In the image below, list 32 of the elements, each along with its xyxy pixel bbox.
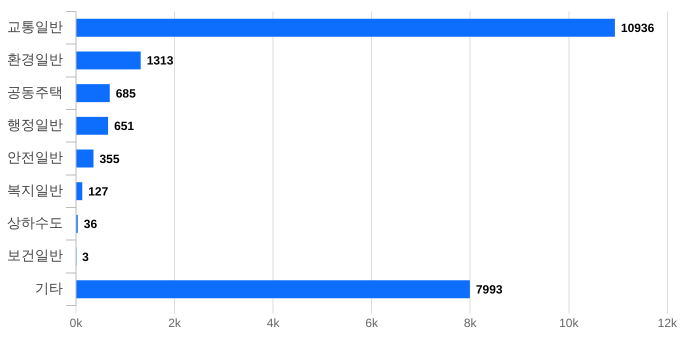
data-label: 127 bbox=[88, 184, 109, 198]
data-label: 3 bbox=[82, 250, 90, 264]
bar bbox=[76, 116, 108, 135]
x-tick-label: 12k bbox=[658, 316, 678, 330]
y-tick-label: 행정일반 bbox=[7, 117, 63, 134]
data-label: 7993 bbox=[476, 282, 503, 297]
data-label: 355 bbox=[99, 152, 120, 166]
data-label: 1313 bbox=[146, 54, 174, 68]
bar bbox=[76, 84, 110, 102]
data-label: 10936 bbox=[620, 21, 655, 36]
bar bbox=[76, 182, 82, 200]
x-tick-label: 10k bbox=[559, 316, 580, 330]
x-tick-label: 4k bbox=[266, 316, 280, 330]
bar bbox=[76, 280, 470, 298]
data-label: 685 bbox=[116, 86, 136, 100]
x-tick-label: 0k bbox=[70, 316, 84, 330]
y-tick-label: 교통일반 bbox=[7, 19, 63, 36]
data-label: 651 bbox=[114, 119, 134, 134]
data-label: 36 bbox=[84, 217, 98, 232]
y-tick-label: 안전일반 bbox=[7, 150, 63, 166]
y-tick-label: 기타 bbox=[35, 280, 63, 297]
bar bbox=[76, 18, 615, 37]
y-tick-label: 상하수도 bbox=[7, 216, 63, 232]
bar bbox=[76, 150, 94, 168]
x-tick-label: 8k bbox=[464, 316, 478, 330]
bar bbox=[76, 51, 141, 70]
x-tick-label: 2k bbox=[168, 316, 182, 330]
y-tick-label: 공동주택 bbox=[7, 84, 63, 101]
y-tick-label: 보건일반 bbox=[7, 248, 63, 264]
x-tick-label: 6k bbox=[365, 316, 379, 330]
y-tick-label: 환경일반 bbox=[7, 52, 63, 68]
y-tick-label: 복지일반 bbox=[7, 182, 63, 199]
